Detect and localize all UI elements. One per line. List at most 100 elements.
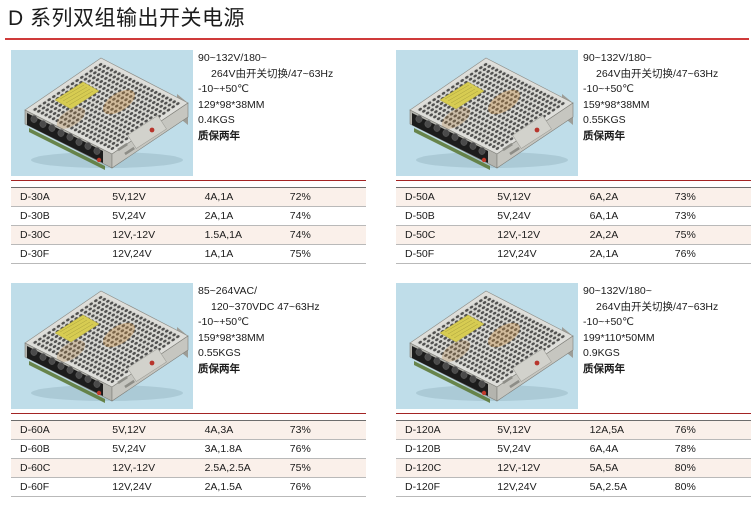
- page-title: D 系列双组输出开关电源: [8, 7, 245, 30]
- spec-input-voltage-value: 90~132V/180~: [198, 52, 267, 64]
- column-header-dc-output: [488, 181, 581, 188]
- cell-current: 4A,3A: [195, 420, 281, 440]
- cell-current: 5A,2.5A: [580, 477, 666, 497]
- column-header-dc-output: [103, 181, 196, 188]
- cell-dc-output: 5V,24V: [103, 439, 196, 459]
- spec-work-temp-value: -10~+50℃: [198, 83, 249, 96]
- table-row: D-120B 5V,24V 6A,4A 78%: [396, 439, 751, 459]
- spec-size-value: 199*110*50MM: [583, 331, 655, 344]
- table-row: D-30C 12V,-12V 1.5A,1A 74%: [11, 225, 366, 245]
- column-header-model: [396, 181, 489, 188]
- cell-dc-output: 12V,24V: [103, 477, 196, 497]
- spec-size: 129*98*38MM: [198, 98, 370, 114]
- cell-dc-output: 5V,12V: [103, 187, 196, 207]
- spec-work-temp: -10~+50℃: [583, 315, 754, 331]
- power-supply-d50-photo: [396, 50, 578, 176]
- cell-model: D-60F: [11, 477, 104, 497]
- product-panel-1: 90~132V/180~ 264V由开关切换/47~63Hz -10~+50℃ …: [385, 44, 754, 277]
- table-row: D-120C 12V,-12V 5A,5A 80%: [396, 458, 751, 478]
- column-header-model: [11, 181, 104, 188]
- cell-current: 6A,4A: [580, 439, 666, 459]
- table-row: D-120A 5V,12V 12A,5A 76%: [396, 420, 751, 440]
- power-supply-d30-photo: [11, 50, 193, 176]
- spec-work-temp: -10~+50℃: [583, 82, 754, 98]
- table-header-row: [396, 414, 751, 421]
- spec-work-temp-value: -10~+50℃: [583, 83, 634, 96]
- cell-dc-output: 12V,-12V: [103, 458, 196, 478]
- spec-weight: 0.55KGS: [583, 113, 754, 129]
- cell-dc-output: 12V,-12V: [488, 225, 581, 245]
- cell-current: 12A,5A: [580, 420, 666, 440]
- spec-warranty: 质保两年: [198, 362, 370, 378]
- cell-model: D-50C: [396, 225, 489, 245]
- cell-model: D-30C: [11, 225, 104, 245]
- spec-weight-value: 0.55KGS: [198, 347, 241, 360]
- spec-work-temp-value: -10~+50℃: [583, 316, 634, 329]
- cell-efficiency: 76%: [280, 477, 366, 497]
- cell-current: 2A,1.5A: [195, 477, 281, 497]
- cell-model: D-50B: [396, 206, 489, 226]
- spec-size-value: 129*98*38MM: [198, 98, 265, 111]
- spec-input-voltage-cont: 264V由开关切换/47~63Hz: [211, 67, 334, 80]
- cell-efficiency: 78%: [665, 439, 751, 459]
- cell-model: D-30A: [11, 187, 104, 207]
- product-panel-2: 85~264VAC/ 120~370VDC 47~63Hz -10~+50℃ 1…: [0, 277, 377, 510]
- column-header-current: [580, 181, 666, 188]
- table-row: D-120F 12V,24V 5A,2.5A 80%: [396, 477, 751, 497]
- page-header: D 系列双组输出开关电源: [0, 0, 754, 42]
- cell-efficiency: 76%: [665, 420, 751, 440]
- cell-efficiency: 80%: [665, 458, 751, 478]
- column-header-dc-output: [488, 414, 581, 421]
- model-spec-table: D-120A 5V,12V 12A,5A 76% D-120B 5V,24V 6A,4A 78…: [396, 413, 751, 497]
- spec-input-voltage-cont: 264V由开关切换/47~63Hz: [596, 67, 719, 80]
- cell-model: D-50F: [396, 244, 489, 264]
- spec-warranty-label: 质保两年: [583, 129, 625, 142]
- table-row: D-30A 5V,12V 4A,1A 72%: [11, 187, 366, 207]
- cell-model: D-60C: [11, 458, 104, 478]
- table-header-row: [11, 414, 366, 421]
- cell-model: D-60A: [11, 420, 104, 440]
- spec-work-temp-value: -10~+50℃: [198, 316, 249, 329]
- table-row: D-60F 12V,24V 2A,1.5A 76%: [11, 477, 366, 497]
- product-panel-3: 90~132V/180~ 264V由开关切换/47~63Hz -10~+50℃ …: [385, 277, 754, 510]
- cell-model: D-120F: [396, 477, 489, 497]
- table-row: D-50C 12V,-12V 2A,2A 75%: [396, 225, 751, 245]
- spec-weight-value: 0.4KGS: [198, 114, 235, 127]
- spec-input-voltage-value: 90~132V/180~: [583, 52, 652, 64]
- cell-efficiency: 75%: [280, 244, 366, 264]
- spec-input-voltage: 90~132V/180~: [198, 51, 370, 67]
- cell-current: 3A,1.8A: [195, 439, 281, 459]
- model-spec-table: D-50A 5V,12V 6A,2A 73% D-50B 5V,24V 6A,1A 73% D-…: [396, 180, 751, 264]
- cell-dc-output: 5V,12V: [103, 420, 196, 440]
- column-header-model: [11, 414, 104, 421]
- table-row: D-30F 12V,24V 1A,1A 75%: [11, 244, 366, 264]
- column-header-efficiency: [665, 181, 751, 188]
- table-body: D-60A 5V,12V 4A,3A 73% D-60B 5V,24V 3A,1.8A 76%…: [11, 420, 366, 497]
- cell-model: D-120C: [396, 458, 489, 478]
- cell-current: 2.5A,2.5A: [195, 458, 281, 478]
- cell-current: 5A,5A: [580, 458, 666, 478]
- spec-overview: 90~132V/180~ 264V由开关切换/47~63Hz -10~+50℃ …: [583, 283, 754, 378]
- table-body: D-50A 5V,12V 6A,2A 73% D-50B 5V,24V 6A,1A 73% D-…: [396, 187, 751, 264]
- cell-efficiency: 73%: [665, 206, 751, 226]
- table-row: D-50B 5V,24V 6A,1A 73%: [396, 206, 751, 226]
- table-row: D-60A 5V,12V 4A,3A 73%: [11, 420, 366, 440]
- product-panel-0: 90~132V/180~ 264V由开关切换/47~63Hz -10~+50℃ …: [0, 44, 377, 277]
- cell-dc-output: 12V,24V: [103, 244, 196, 264]
- spec-warranty: 质保两年: [198, 129, 370, 145]
- table-body: D-30A 5V,12V 4A,1A 72% D-30B 5V,24V 2A,1A 74% D-…: [11, 187, 366, 264]
- spec-work-temp: -10~+50℃: [198, 82, 370, 98]
- cell-current: 1.5A,1A: [195, 225, 281, 245]
- column-header-efficiency: [665, 414, 751, 421]
- cell-efficiency: 76%: [665, 244, 751, 264]
- cell-efficiency: 73%: [665, 187, 751, 207]
- spec-weight-value: 0.9KGS: [583, 347, 620, 360]
- spec-size-value: 159*98*38MM: [198, 331, 265, 344]
- spec-input-voltage: 90~132V/180~: [583, 284, 754, 300]
- column-header-current: [195, 181, 281, 188]
- spec-overview: 90~132V/180~ 264V由开关切换/47~63Hz -10~+50℃ …: [198, 50, 370, 145]
- cell-dc-output: 5V,24V: [103, 206, 196, 226]
- spec-size: 199*110*50MM: [583, 331, 754, 347]
- cell-dc-output: 12V,-12V: [488, 458, 581, 478]
- spec-weight-value: 0.55KGS: [583, 114, 626, 127]
